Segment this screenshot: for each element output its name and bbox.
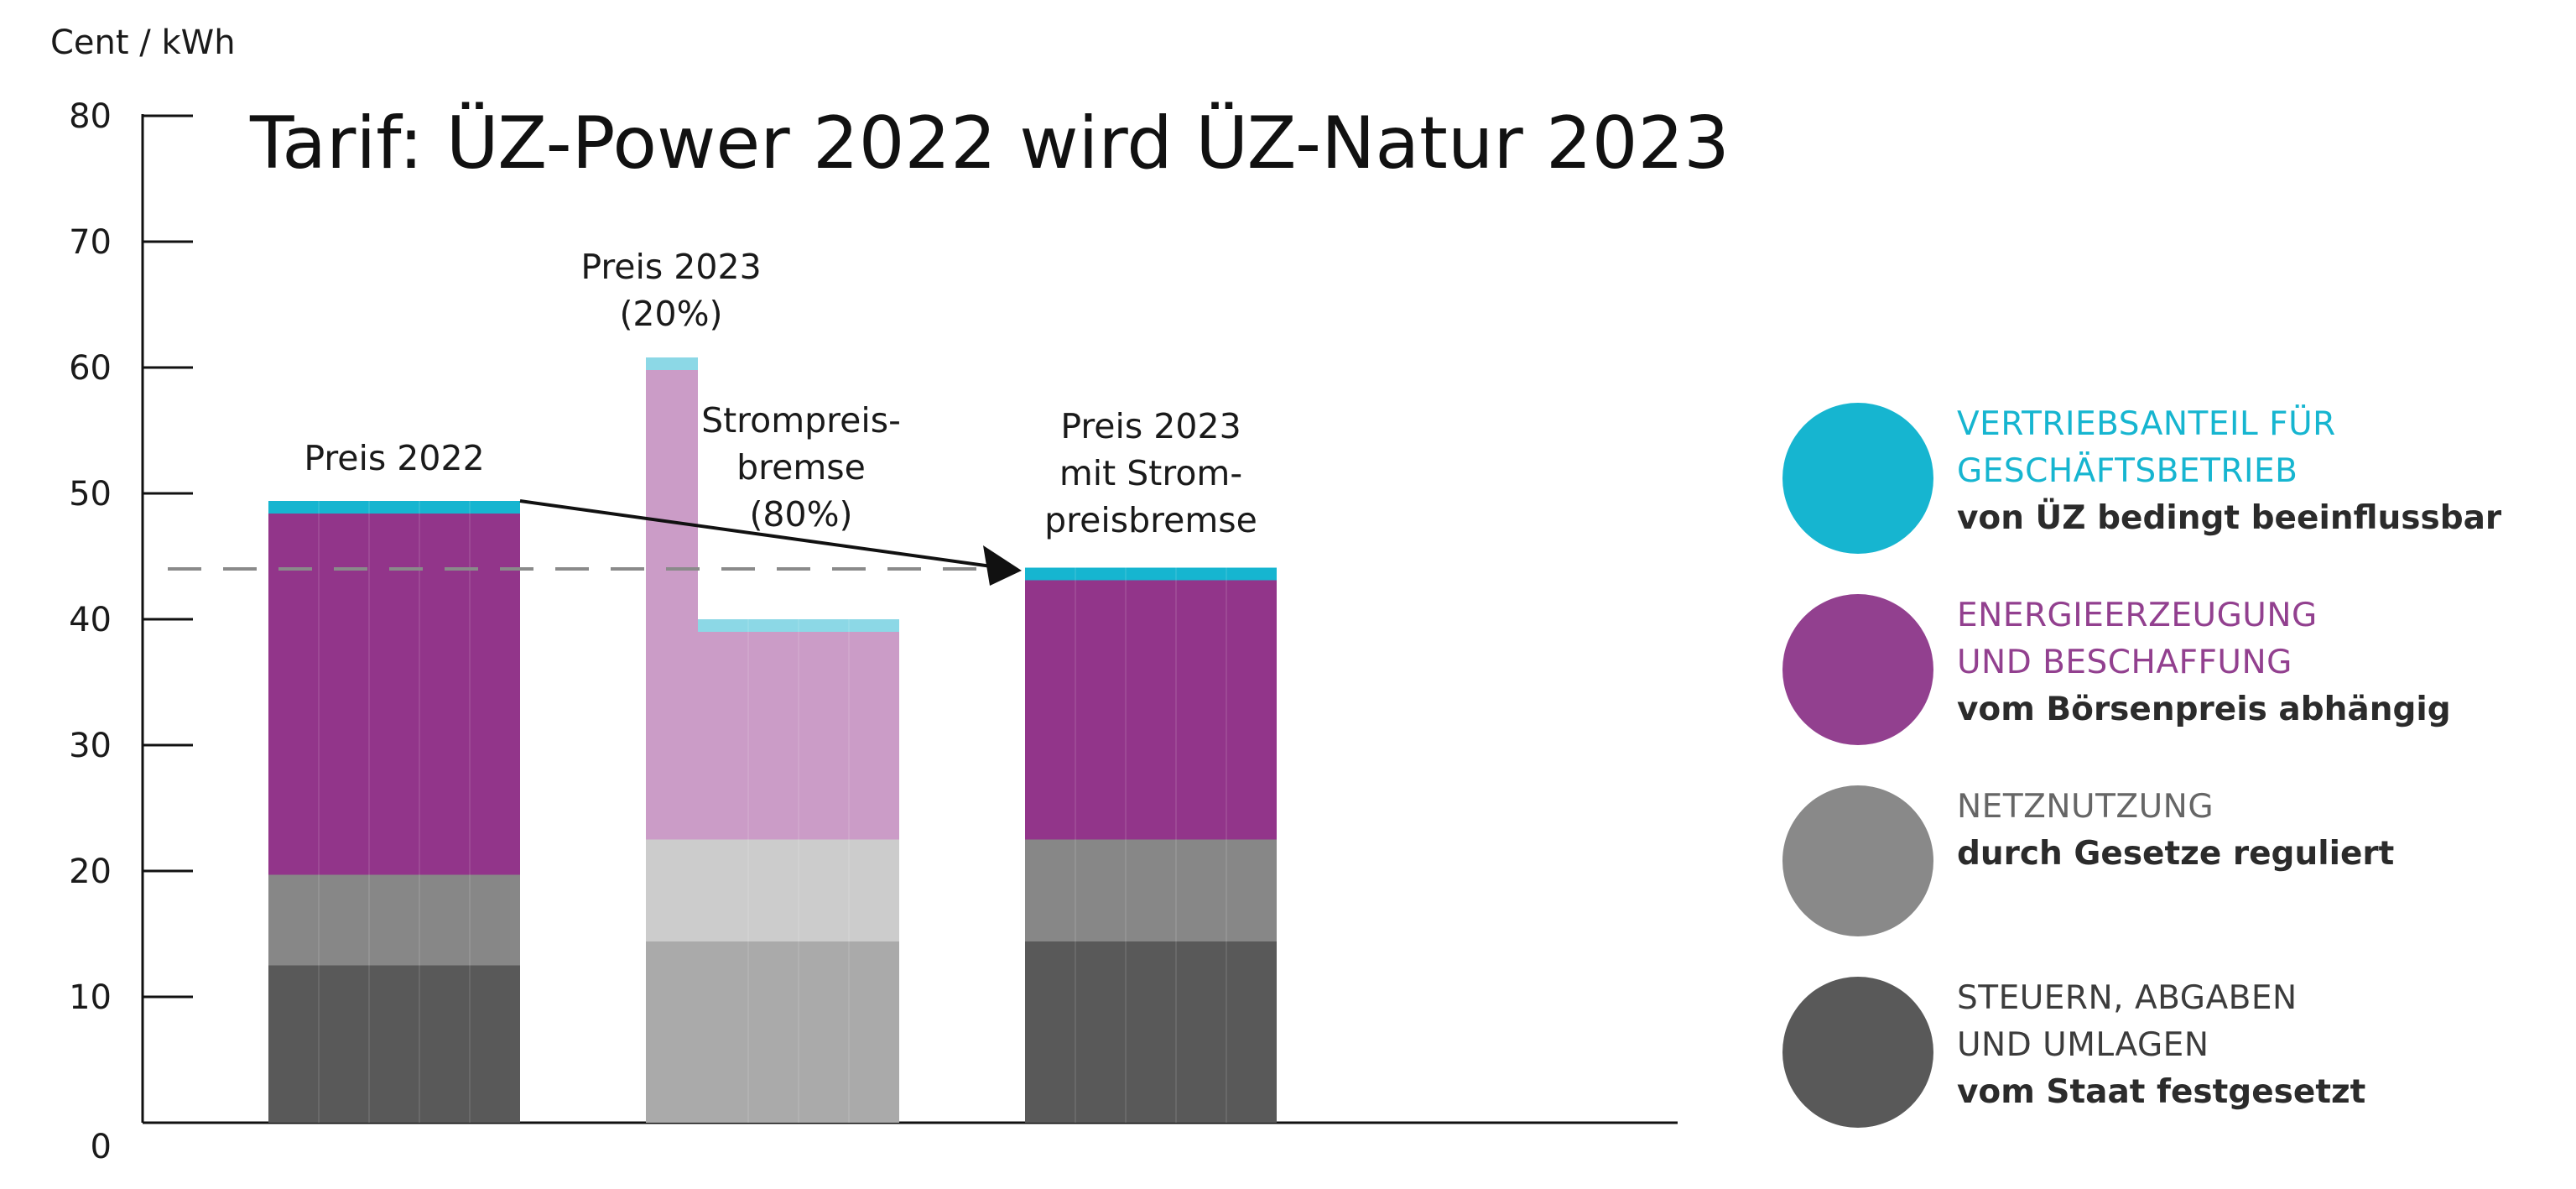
- bar-annotation: Preis 2023: [1060, 406, 1241, 446]
- legend-item: NETZNUTZUNG durch Gesetze reguliert: [1782, 777, 2571, 968]
- legend-description: vom Staat festgesetzt: [1957, 1073, 2366, 1111]
- y-tick-label: 10: [69, 978, 112, 1017]
- bar-segment: [268, 514, 520, 875]
- legend-item: STEUERN, ABGABEN UND UMLAGEN vom Staat fes…: [1782, 968, 2571, 1160]
- bar-segment: [698, 619, 899, 632]
- legend-heading: NETZNUTZUNG: [1957, 788, 2214, 826]
- legend-item: ENERGIEERZEUGUNG UND BESCHAFFUNG vom Börse…: [1782, 586, 2571, 777]
- legend-description: von ÜZ bedingt beeinflussbar: [1957, 499, 2502, 537]
- bar-segment: [646, 357, 698, 370]
- bar-segment: [698, 839, 899, 941]
- bar-annotation: (20%): [619, 294, 722, 334]
- y-tick-label: 40: [69, 601, 112, 639]
- bar-segment: [268, 874, 520, 966]
- bar-annotation: mit Strom-: [1059, 453, 1242, 493]
- legend-text: STEUERN, ABGABEN UND UMLAGEN vom Staat fes…: [1957, 975, 2365, 1116]
- legend-heading: UND BESCHAFFUNG: [1957, 644, 2292, 681]
- legend-description: vom Börsenpreis abhängig: [1957, 691, 2451, 728]
- bar-segment: [698, 632, 899, 840]
- bar-segment: [646, 839, 698, 941]
- legend-text: ENERGIEERZEUGUNG UND BESCHAFFUNG vom Börse…: [1957, 592, 2451, 733]
- stacked-bar-chart: Cent / kWh Tarif: ÜZ-Power 2022 wird ÜZ-…: [50, 23, 1728, 1166]
- legend-text: VERTRIEBSANTEIL FÜR GESCHÄFTSBETRIEB von Ü…: [1957, 401, 2501, 542]
- trend-arrow-line: [519, 499, 992, 568]
- bar-annotation: Strompreis-: [701, 400, 901, 441]
- legend: VERTRIEBSANTEIL FÜR GESCHÄFTSBETRIEB von Ü…: [1782, 394, 2571, 1160]
- trend-arrow-head: [983, 545, 1022, 586]
- bar-segment: [646, 370, 698, 840]
- bar-annotation: (80%): [749, 494, 852, 535]
- bar-segment: [1025, 941, 1277, 1123]
- bar-annotation: bremse: [736, 447, 866, 488]
- y-axis-unit-label: Cent / kWh: [50, 23, 236, 62]
- legend-text: NETZNUTZUNG durch Gesetze reguliert: [1957, 784, 2394, 878]
- y-tick-label: 70: [69, 223, 112, 262]
- legend-heading: GESCHÄFTSBETRIEB: [1957, 452, 2298, 490]
- chart-title: Tarif: ÜZ-Power 2022 wird ÜZ-Natur 2023: [249, 102, 1728, 185]
- legend-heading: ENERGIEERZEUGUNG: [1957, 597, 2318, 634]
- legend-swatch: [1782, 977, 1933, 1128]
- y-tick-label: 0: [91, 1128, 112, 1166]
- legend-item: VERTRIEBSANTEIL FÜR GESCHÄFTSBETRIEB von Ü…: [1782, 394, 2571, 586]
- legend-swatch: [1782, 785, 1933, 936]
- bar-segment: [698, 941, 899, 1123]
- legend-description: durch Gesetze reguliert: [1957, 835, 2395, 873]
- y-tick-label: 80: [69, 97, 112, 136]
- y-tick-label: 60: [69, 349, 112, 388]
- bar-segment: [1025, 839, 1277, 941]
- bar-segment: [646, 941, 698, 1123]
- bar-annotation: Preis 2022: [304, 438, 484, 478]
- legend-swatch: [1782, 403, 1933, 554]
- legend-heading: VERTRIEBSANTEIL FÜR: [1957, 405, 2336, 443]
- bar-annotation: preisbremse: [1044, 500, 1257, 540]
- bar-annotation: Preis 2023: [580, 247, 761, 287]
- bar-segment: [268, 965, 520, 1123]
- bar-segment: [1025, 580, 1277, 840]
- legend-swatch: [1782, 594, 1933, 745]
- y-tick-label: 20: [69, 853, 112, 891]
- chart-plot-area: 0 10 20 30 40 50 60 70 80 Preis 2022 Preis 2023 (20…: [69, 97, 1678, 1166]
- bar-segment: [268, 501, 520, 514]
- legend-heading: STEUERN, ABGABEN: [1957, 979, 2298, 1017]
- legend-heading: UND UMLAGEN: [1957, 1026, 2209, 1064]
- bar-segment: [1025, 567, 1277, 581]
- y-tick-label: 50: [69, 475, 112, 514]
- y-tick-label: 30: [69, 727, 112, 765]
